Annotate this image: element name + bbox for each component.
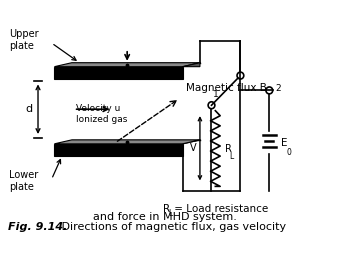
Text: = Load resistance: = Load resistance	[171, 204, 268, 214]
Text: 2: 2	[275, 84, 281, 93]
Polygon shape	[182, 63, 200, 67]
Text: Velocity u
Ionized gas: Velocity u Ionized gas	[76, 104, 127, 124]
Text: R: R	[163, 204, 170, 214]
Text: and force in MHD system.: and force in MHD system.	[93, 212, 237, 222]
Text: L: L	[168, 209, 172, 218]
Text: Directions of magnetic flux, gas velocity: Directions of magnetic flux, gas velocit…	[58, 222, 286, 232]
Text: Magnetic flux B: Magnetic flux B	[187, 83, 267, 93]
Polygon shape	[55, 63, 200, 67]
Text: Lower
plate: Lower plate	[9, 169, 38, 192]
Polygon shape	[55, 67, 182, 79]
Text: Fig. 9.14.: Fig. 9.14.	[8, 222, 68, 232]
Text: V: V	[190, 143, 197, 153]
Text: L: L	[229, 153, 233, 162]
Text: R: R	[225, 144, 232, 154]
Polygon shape	[55, 144, 182, 156]
Text: Upper
plate: Upper plate	[9, 29, 39, 51]
Text: 1: 1	[212, 90, 218, 99]
Text: E: E	[281, 137, 287, 148]
Text: d: d	[25, 104, 32, 114]
Text: 0: 0	[287, 147, 292, 156]
Polygon shape	[55, 140, 200, 144]
